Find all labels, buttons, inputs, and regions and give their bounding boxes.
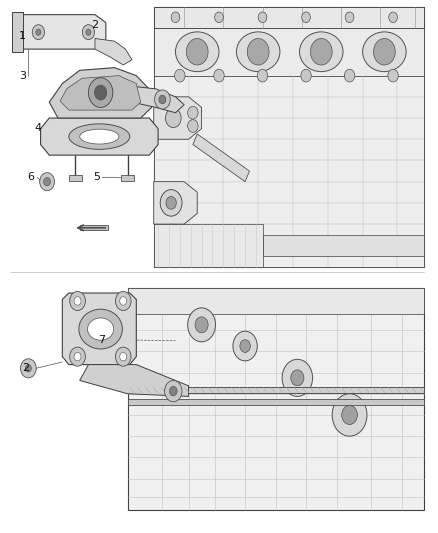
Circle shape <box>171 12 180 22</box>
Polygon shape <box>21 14 106 49</box>
Circle shape <box>233 331 257 361</box>
Text: 1: 1 <box>19 31 26 41</box>
Circle shape <box>187 308 215 342</box>
Circle shape <box>116 347 131 366</box>
Circle shape <box>257 69 268 82</box>
Circle shape <box>36 29 41 35</box>
Ellipse shape <box>88 318 114 340</box>
Circle shape <box>120 352 127 361</box>
Circle shape <box>88 78 113 108</box>
Polygon shape <box>95 38 132 65</box>
Ellipse shape <box>363 32 406 71</box>
Circle shape <box>40 173 54 191</box>
Circle shape <box>175 69 185 82</box>
Text: 2: 2 <box>22 364 29 373</box>
Circle shape <box>82 25 95 39</box>
Circle shape <box>344 69 355 82</box>
Polygon shape <box>127 288 424 314</box>
Circle shape <box>44 177 50 186</box>
Ellipse shape <box>69 124 130 149</box>
Circle shape <box>282 359 313 397</box>
Text: 7: 7 <box>98 335 105 345</box>
Circle shape <box>214 69 224 82</box>
Polygon shape <box>121 175 134 181</box>
Circle shape <box>70 292 85 311</box>
Circle shape <box>74 352 81 361</box>
Circle shape <box>388 69 398 82</box>
Polygon shape <box>154 182 197 224</box>
Circle shape <box>21 359 36 378</box>
Polygon shape <box>127 288 424 511</box>
Polygon shape <box>69 175 82 181</box>
Circle shape <box>165 381 182 402</box>
Polygon shape <box>154 76 424 266</box>
Polygon shape <box>154 7 424 266</box>
Polygon shape <box>262 235 424 256</box>
Ellipse shape <box>237 32 280 71</box>
Circle shape <box>345 12 354 22</box>
Text: 3: 3 <box>19 70 26 80</box>
Circle shape <box>258 12 267 22</box>
Ellipse shape <box>79 309 122 349</box>
Circle shape <box>389 12 397 22</box>
Polygon shape <box>60 76 141 110</box>
Polygon shape <box>41 118 158 155</box>
Circle shape <box>166 197 177 209</box>
Polygon shape <box>127 387 424 393</box>
Circle shape <box>311 38 332 65</box>
Circle shape <box>342 406 357 424</box>
Ellipse shape <box>176 32 219 71</box>
Circle shape <box>95 85 107 100</box>
Polygon shape <box>154 7 424 28</box>
Polygon shape <box>49 68 152 118</box>
Circle shape <box>166 109 181 127</box>
Circle shape <box>70 347 85 366</box>
Circle shape <box>301 69 311 82</box>
Circle shape <box>215 12 223 22</box>
Circle shape <box>170 386 177 396</box>
Circle shape <box>195 317 208 333</box>
Circle shape <box>32 25 45 39</box>
Circle shape <box>186 38 208 65</box>
Circle shape <box>302 12 311 22</box>
Circle shape <box>247 38 269 65</box>
Ellipse shape <box>300 32 343 71</box>
Circle shape <box>116 292 131 311</box>
Polygon shape <box>12 12 23 52</box>
Circle shape <box>159 95 166 104</box>
Polygon shape <box>127 399 424 406</box>
Circle shape <box>74 297 81 305</box>
Text: 6: 6 <box>28 172 35 182</box>
Circle shape <box>187 107 198 119</box>
Polygon shape <box>80 365 188 397</box>
Circle shape <box>240 340 251 352</box>
Circle shape <box>187 119 198 132</box>
Polygon shape <box>154 97 201 139</box>
Circle shape <box>25 365 32 372</box>
Circle shape <box>374 38 395 65</box>
Polygon shape <box>80 224 108 230</box>
Polygon shape <box>154 28 424 76</box>
Circle shape <box>291 370 304 386</box>
Polygon shape <box>132 86 184 113</box>
Circle shape <box>160 190 182 216</box>
Circle shape <box>86 29 91 35</box>
Polygon shape <box>62 293 136 365</box>
Circle shape <box>332 394 367 436</box>
Polygon shape <box>193 134 250 182</box>
Text: 2: 2 <box>92 20 99 30</box>
Ellipse shape <box>80 129 119 144</box>
Text: 5: 5 <box>94 172 101 182</box>
Text: 4: 4 <box>35 123 42 133</box>
Circle shape <box>120 297 127 305</box>
Polygon shape <box>154 224 262 266</box>
Circle shape <box>155 90 170 109</box>
